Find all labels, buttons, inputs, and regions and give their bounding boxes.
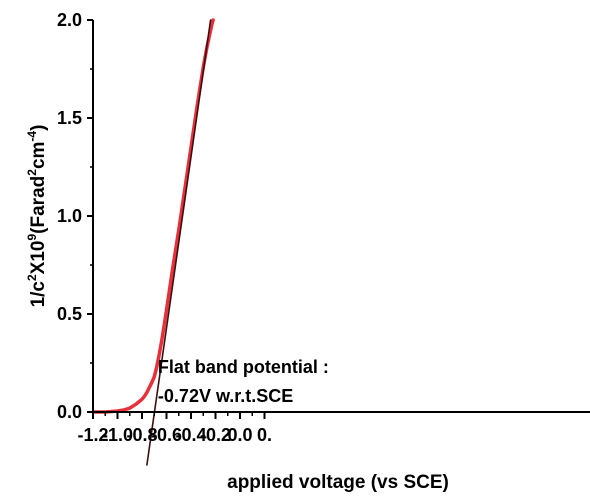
x-ticks: -1.2-1.0-0.8-0.6-0.4-0.20.0 0. [77,412,272,445]
x-tick-label: -0.6 [151,425,182,445]
x-tick-label: -0.8 [126,425,157,445]
y-label-a: 1/c [28,281,49,308]
y-label-a-sup: 2 [25,274,39,281]
y-label-e: ) [28,125,49,131]
x-tick-label: -0.4 [175,425,206,445]
x-tick-label: 0.0 [227,425,252,445]
y-tick-label: 0.5 [57,304,82,324]
annotation-line-1: Flat band potential : [158,357,329,377]
x-axis-label: applied voltage (vs SCE) [227,472,449,493]
series-measured-line [93,18,215,414]
y-label-d: cm [28,142,49,169]
y-tick-label: 2.0 [57,10,82,30]
y-label-b: X10 [28,241,49,275]
x-tick-label: -1.2 [77,425,108,445]
y-ticks: 0.0 0.5 1.0 1.5 2.0 [57,10,93,422]
series-fit-line [146,19,212,466]
x-tick-label: -1.0 [102,425,133,445]
x-tick-label: -0.2 [200,425,231,445]
y-axis-label: 1/c2X109(Farad2cm-4) [25,125,49,308]
annotation: Flat band potential : -0.72V w.r.t.SCE [158,357,329,406]
plot-frame [92,20,590,413]
y-label-b-sup: 9 [25,234,39,241]
x-tick-label: 0. [257,425,272,445]
annotation-line-2: -0.72V w.r.t.SCE [158,386,293,406]
y-label-c: (Farad [28,176,49,234]
y-tick-label: 1.5 [57,108,82,128]
y-label-d-sup: -4 [25,131,39,142]
y-tick-label: 1.0 [57,206,82,226]
y-label-c-sup: 2 [25,169,39,176]
y-tick-label: 0.0 [57,402,82,422]
